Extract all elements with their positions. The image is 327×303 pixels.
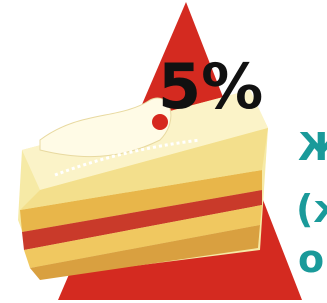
page: 5% Ж (ж о (() => { const data = JSON.par… <box>0 0 327 303</box>
caption-line: о <box>298 237 324 281</box>
illustration: 5% Ж (ж о <box>0 0 327 303</box>
caption-line: (ж <box>296 187 327 231</box>
caption-line: Ж <box>298 125 327 169</box>
badge: 5% <box>158 50 263 123</box>
